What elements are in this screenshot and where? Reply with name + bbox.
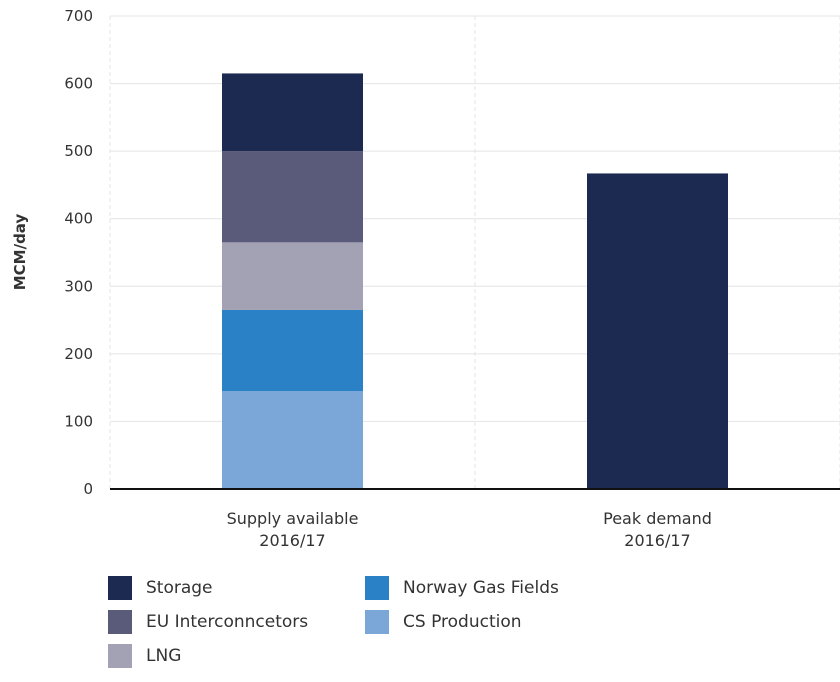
y-tick-label: 100 xyxy=(64,412,93,430)
legend-swatch-lng xyxy=(108,644,132,668)
legend-item-eu-interconnectors: EU Interconncetors xyxy=(108,610,308,634)
legend-label-lng: LNG xyxy=(146,646,182,666)
bar-cs-production xyxy=(222,391,363,489)
legend-swatch-cs-production xyxy=(365,610,389,634)
y-tick-label: 0 xyxy=(83,480,93,498)
legend-label-cs-production: CS Production xyxy=(403,612,522,632)
legend: Storage EU Interconncetors LNG Norway Ga… xyxy=(108,576,628,676)
bar-storage xyxy=(587,173,728,490)
legend-label-norway-gas-fields: Norway Gas Fields xyxy=(403,578,559,598)
y-tick-label: 600 xyxy=(64,75,93,93)
bar-storage xyxy=(222,73,363,152)
chart-plot: 0 100 200 300 400 500 600 700 Supply available 2… xyxy=(11,7,840,550)
bar-eu-interconncetors xyxy=(222,151,363,243)
bar-norway-gas-fields xyxy=(222,309,363,392)
legend-item-lng: LNG xyxy=(108,644,181,668)
bar-lng xyxy=(222,242,363,310)
x-tick-label: 2016/17 xyxy=(624,531,690,550)
legend-swatch-storage xyxy=(108,576,132,600)
x-tick-label: Peak demand xyxy=(603,509,712,528)
y-tick-label: 200 xyxy=(64,345,93,363)
legend-item-storage: Storage xyxy=(108,576,213,600)
y-tick-label: 700 xyxy=(64,7,93,25)
legend-label-storage: Storage xyxy=(146,578,213,598)
y-tick-label: 500 xyxy=(64,142,93,160)
legend-label-eu-interconnectors: EU Interconncetors xyxy=(146,612,309,632)
legend-item-norway-gas-fields: Norway Gas Fields xyxy=(365,576,559,600)
y-tick-label: 300 xyxy=(64,277,93,295)
x-tick-labels: Supply available 2016/17 Peak demand 2016/1… xyxy=(227,509,712,550)
gridlines xyxy=(109,15,840,489)
legend-swatch-norway-gas-fields xyxy=(365,576,389,600)
legend-item-cs-production: CS Production xyxy=(365,610,522,634)
y-tick-labels: 0 100 200 300 400 500 600 700 xyxy=(64,7,93,498)
y-axis-title: MCM/day xyxy=(11,214,29,291)
bars xyxy=(222,73,728,490)
x-tick-label: 2016/17 xyxy=(259,531,325,550)
legend-swatch-eu-interconnectors xyxy=(108,610,132,634)
y-tick-label: 400 xyxy=(64,210,93,228)
x-tick-label: Supply available xyxy=(227,509,359,528)
